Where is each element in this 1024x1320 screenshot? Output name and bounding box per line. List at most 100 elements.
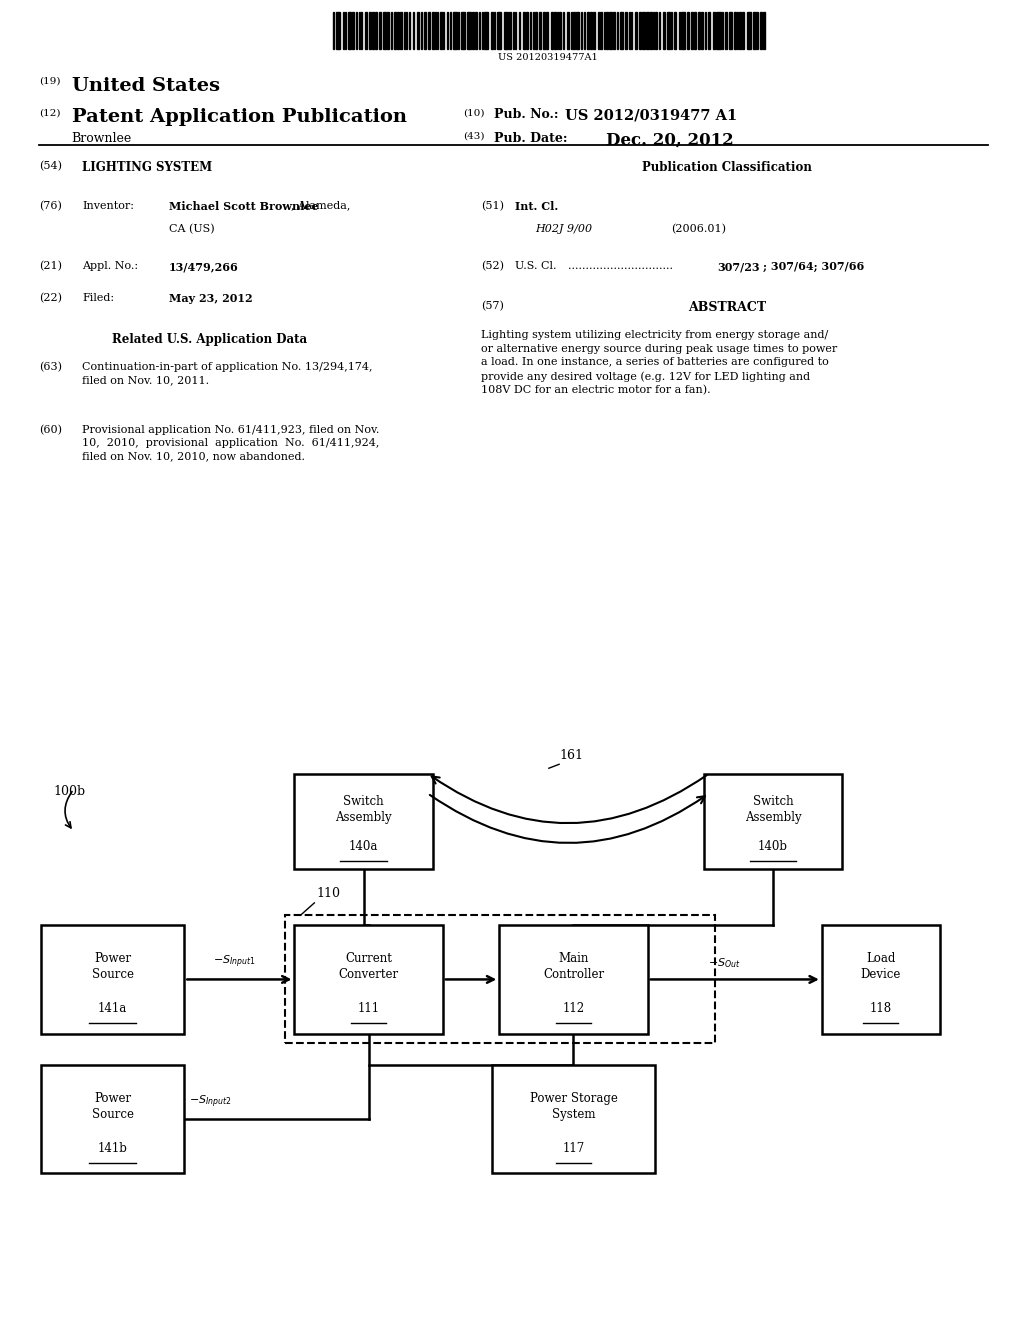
Bar — [717, 12, 721, 49]
Bar — [383, 12, 386, 49]
Bar — [681, 12, 685, 49]
Bar — [708, 12, 711, 49]
Bar — [577, 12, 579, 49]
Text: (2006.01): (2006.01) — [671, 224, 726, 235]
Bar — [536, 12, 537, 49]
Bar — [742, 12, 744, 49]
Bar — [504, 12, 508, 49]
Bar — [642, 12, 645, 49]
Bar — [435, 12, 436, 49]
Text: Main
Controller: Main Controller — [543, 952, 604, 981]
Bar — [687, 12, 689, 49]
Bar — [639, 12, 641, 49]
Bar — [734, 12, 735, 49]
FancyBboxPatch shape — [41, 1065, 184, 1173]
Bar — [679, 12, 680, 49]
FancyBboxPatch shape — [492, 1065, 655, 1173]
Bar — [481, 12, 483, 49]
Bar — [616, 12, 617, 49]
Text: Michael Scott Brownlee: Michael Scott Brownlee — [169, 201, 318, 211]
FancyBboxPatch shape — [500, 925, 648, 1034]
Text: Power
Source: Power Source — [91, 1092, 134, 1121]
FancyBboxPatch shape — [295, 774, 432, 869]
Bar — [557, 12, 558, 49]
Text: 117: 117 — [562, 1142, 585, 1155]
Text: Related U.S. Application Data: Related U.S. Application Data — [113, 333, 307, 346]
Text: (54): (54) — [39, 161, 61, 172]
Text: Provisional application No. 61/411,923, filed on Nov.
10,  2010,  provisional  a: Provisional application No. 61/411,923, … — [82, 425, 379, 462]
Bar — [515, 12, 516, 49]
Text: Appl. No.:: Appl. No.: — [82, 261, 138, 272]
Text: (43): (43) — [463, 132, 484, 141]
Bar — [539, 12, 542, 49]
Text: Pub. Date:: Pub. Date: — [494, 132, 567, 145]
Bar — [369, 12, 372, 49]
Bar — [479, 12, 480, 49]
Bar — [453, 12, 457, 49]
Bar — [626, 12, 627, 49]
Bar — [691, 12, 693, 49]
Text: Dec. 20, 2012: Dec. 20, 2012 — [606, 132, 734, 149]
Text: $-S_{Input1}$: $-S_{Input1}$ — [213, 954, 256, 970]
Bar — [432, 12, 433, 49]
Text: 141b: 141b — [97, 1142, 128, 1155]
Bar — [393, 12, 395, 49]
Text: US 20120319477A1: US 20120319477A1 — [498, 53, 598, 62]
Bar — [631, 12, 632, 49]
Bar — [598, 12, 599, 49]
Bar — [461, 12, 465, 49]
Text: 141a: 141a — [98, 1002, 127, 1015]
Bar — [621, 12, 623, 49]
Bar — [613, 12, 614, 49]
FancyBboxPatch shape — [295, 925, 442, 1034]
Bar — [593, 12, 595, 49]
Bar — [428, 12, 430, 49]
Bar — [523, 12, 524, 49]
Bar — [646, 12, 649, 49]
Text: (76): (76) — [39, 201, 61, 211]
Bar — [554, 12, 556, 49]
Bar — [563, 12, 564, 49]
Bar — [387, 12, 389, 49]
Bar — [629, 12, 630, 49]
Text: United States: United States — [72, 77, 220, 95]
Text: 140b: 140b — [758, 841, 788, 853]
Bar — [606, 12, 608, 49]
Bar — [609, 12, 611, 49]
Bar — [547, 12, 548, 49]
Bar — [739, 12, 741, 49]
Bar — [674, 12, 676, 49]
Bar — [348, 12, 350, 49]
Bar — [437, 12, 438, 49]
Text: Patent Application Publication: Patent Application Publication — [72, 108, 407, 127]
Bar — [581, 12, 582, 49]
Text: 118: 118 — [869, 1002, 892, 1015]
Bar — [442, 12, 444, 49]
Text: 140a: 140a — [349, 841, 378, 853]
Bar — [355, 12, 357, 49]
Bar — [379, 12, 381, 49]
Bar — [403, 12, 404, 49]
Text: 111: 111 — [357, 1002, 380, 1015]
Text: 100b: 100b — [53, 785, 85, 799]
Bar — [543, 12, 545, 49]
Bar — [484, 12, 488, 49]
Bar — [713, 12, 716, 49]
Bar — [497, 12, 501, 49]
Bar — [509, 12, 512, 49]
Text: Filed:: Filed: — [82, 293, 114, 304]
Bar — [375, 12, 378, 49]
Text: Switch
Assembly: Switch Assembly — [335, 795, 392, 824]
Bar — [706, 12, 707, 49]
Bar — [458, 12, 459, 49]
Text: US 2012/0319477 A1: US 2012/0319477 A1 — [565, 108, 737, 123]
Text: Load
Device: Load Device — [860, 952, 901, 981]
Bar — [635, 12, 637, 49]
Bar — [760, 12, 762, 49]
Text: 112: 112 — [562, 1002, 585, 1015]
Bar — [391, 12, 392, 49]
Bar — [591, 12, 592, 49]
Bar — [701, 12, 702, 49]
Bar — [758, 12, 759, 49]
Bar — [559, 12, 561, 49]
